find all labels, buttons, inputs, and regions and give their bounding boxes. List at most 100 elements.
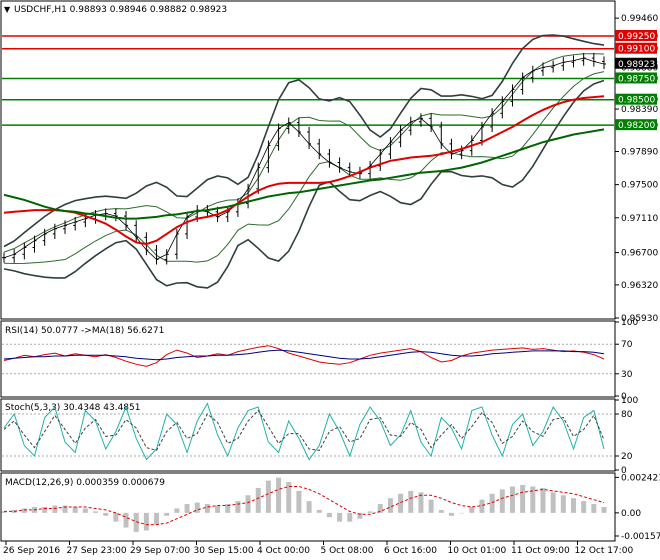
macd-histogram-bar xyxy=(215,505,221,513)
current-price-tag xyxy=(615,57,657,69)
macd-histogram-bar xyxy=(469,507,475,513)
stoch-axis-tick-label: 20 xyxy=(621,452,633,462)
price-plot: 0.994600.992500.991000.989230.988800.987… xyxy=(2,14,658,324)
rsi-axis-tick-label: 100 xyxy=(621,318,638,328)
macd-histogram-bar xyxy=(21,508,27,513)
level-tag-label: 0.99250 xyxy=(618,32,655,42)
macd-histogram-bar xyxy=(357,512,363,519)
macd-histogram-bar xyxy=(143,512,149,531)
macd-histogram-bar xyxy=(82,508,88,513)
time-axis: 26 Sep 2016 27 Sep 23:00 29 Sep 07:00 30 Se… xyxy=(3,541,633,556)
macd-histogram-bar xyxy=(113,512,119,522)
macd-histogram-bar xyxy=(255,487,261,513)
macd-histogram-bar xyxy=(560,495,566,513)
macd-histogram-bar xyxy=(398,493,404,513)
stoch-main-line xyxy=(3,402,605,461)
macd-histogram-bar xyxy=(164,512,170,516)
macd-histogram-bar xyxy=(418,492,424,513)
rsi-axis-tick-label: 70 xyxy=(621,340,633,350)
macd-histogram-bar xyxy=(286,482,292,513)
macd-histogram-bar xyxy=(550,492,556,513)
lower-band-line xyxy=(3,79,605,289)
macd-histogram-bar xyxy=(479,499,485,513)
macd-histogram-bar xyxy=(377,504,383,513)
level-tag xyxy=(615,42,657,54)
macd-axis-tick-label: 0.00 xyxy=(621,509,641,519)
macd-histogram-bar xyxy=(194,502,200,513)
macd-histogram-bar xyxy=(72,507,78,513)
stoch-signal-line xyxy=(3,409,605,451)
macd-histogram-bar xyxy=(204,504,210,513)
macd-histogram-bar xyxy=(428,499,434,513)
macd-histogram-bar xyxy=(62,505,68,513)
macd-histogram-bar xyxy=(133,512,139,532)
ma-fast-line xyxy=(3,95,605,246)
macd-histogram-bar xyxy=(123,512,129,528)
stoch-axis-tick-label: 80 xyxy=(621,410,633,420)
price-axis-tick-label: 0.97500 xyxy=(621,181,658,191)
level-tag-label: 0.99100 xyxy=(618,45,655,55)
inner-upper-band-line xyxy=(3,53,605,253)
macd-histogram-bar xyxy=(154,512,160,525)
time-tick-label: 5 Oct 08:00 xyxy=(321,546,374,556)
price-axis-tick-label: 0.97110 xyxy=(621,214,658,224)
close-line xyxy=(3,57,605,260)
macd-signal-line xyxy=(4,486,605,526)
level-tag-label: 0.98500 xyxy=(618,96,655,106)
macd-histogram-bar xyxy=(326,512,332,518)
rsi-axis-tick-label: 0 xyxy=(621,392,627,402)
macd-histogram-bar xyxy=(93,511,99,513)
level-tag xyxy=(615,119,657,131)
macd-histogram-bar xyxy=(489,493,495,513)
macd-histogram-bar xyxy=(499,489,505,513)
macd-histogram-bar xyxy=(245,495,251,513)
price-axis-tick-label: 0.96320 xyxy=(621,281,658,291)
price-axis-tick-label: 0.99460 xyxy=(621,14,658,24)
rsi-plot: 100 70 30 0 xyxy=(2,318,638,402)
stoch-axis-tick-label: 100 xyxy=(621,396,638,406)
macd-histogram-bar xyxy=(520,485,526,513)
price-panel-frame xyxy=(0,0,616,320)
macd-histogram-bar xyxy=(337,512,343,522)
macd-histogram-bar xyxy=(530,486,536,513)
macd-histogram-bar xyxy=(581,501,587,513)
time-tick-label: 27 Sep 23:00 xyxy=(67,546,127,556)
time-tick-label: 4 Oct 00:00 xyxy=(257,546,310,556)
macd-histogram-bar xyxy=(265,480,271,513)
ma-slow-line xyxy=(3,128,605,220)
macd-histogram-bar xyxy=(347,512,353,522)
macd-histogram-bar xyxy=(367,511,373,513)
price-axis-tick-label: 0.96700 xyxy=(621,249,658,259)
stoch-axis-tick-label: 0 xyxy=(621,466,627,476)
macd-histogram-bar xyxy=(459,512,465,514)
macd-histogram-bar xyxy=(296,490,302,513)
macd-histogram-bar xyxy=(1,511,7,513)
macd-histogram-bar xyxy=(448,512,454,516)
macd-histogram-bar xyxy=(540,487,546,513)
macd-histogram-bar xyxy=(235,501,241,513)
macd-histogram-bar xyxy=(316,509,322,513)
macd-histogram-bar xyxy=(408,490,414,513)
stoch-plot: 100 80 20 0 xyxy=(2,396,638,476)
macd-histogram-bar xyxy=(276,477,282,513)
time-tick-label: 10 Oct 01:00 xyxy=(448,546,507,556)
macd-histogram-bar xyxy=(52,505,58,513)
level-tag-label: 0.98200 xyxy=(618,121,655,131)
stoch-panel-title: Stoch(5,3,3) 30.4348 43.4851 xyxy=(5,403,140,413)
macd-histogram-bar xyxy=(601,507,607,513)
macd-panel-title: MACD(12,26,9) 0.000359 0.000679 xyxy=(5,478,165,488)
stoch-panel-frame xyxy=(0,398,616,472)
macd-plot: 0.002421 0.00 -0.001576 xyxy=(1,473,660,542)
macd-histogram-bar xyxy=(387,498,393,513)
rsi-axis-tick-label: 30 xyxy=(621,370,633,380)
level-tag-label: 0.98750 xyxy=(618,74,655,84)
collapse-triangle-icon[interactable]: ▼ xyxy=(4,5,11,14)
level-tag xyxy=(615,72,657,84)
macd-histogram-bar xyxy=(174,508,180,513)
rsi-panel-title: RSI(14) 50.0777 ->MA(18) 56.6271 xyxy=(5,326,164,336)
macd-axis-tick-label: 0.002421 xyxy=(621,473,660,483)
macd-histogram-bar xyxy=(591,504,597,513)
level-tag xyxy=(615,29,657,41)
inner-lower-band-line xyxy=(3,71,605,265)
